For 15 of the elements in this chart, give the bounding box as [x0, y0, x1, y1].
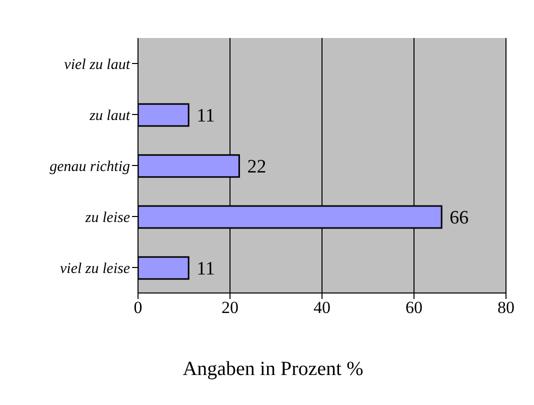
y-tick-label: zu laut	[88, 108, 131, 124]
y-tick-label: genau richtig	[50, 158, 130, 175]
x-tick-label: 20	[222, 298, 238, 318]
y-tick-label: viel zu laut	[64, 56, 131, 73]
x-tick-label: 80	[498, 298, 514, 318]
x-tick-label: 0	[134, 298, 142, 318]
x-tick-label: 60	[406, 298, 422, 318]
x-tick-label: 40	[314, 298, 330, 318]
y-tick-label: zu leise	[84, 210, 130, 226]
x-axis-title: Angaben in Prozent %	[182, 358, 364, 381]
data-label: 11	[196, 258, 215, 280]
data-label: 22	[247, 156, 266, 178]
data-label: 66	[450, 208, 469, 229]
y-tick-label: viel zu leise	[60, 260, 130, 277]
data-label: 11	[196, 106, 215, 127]
